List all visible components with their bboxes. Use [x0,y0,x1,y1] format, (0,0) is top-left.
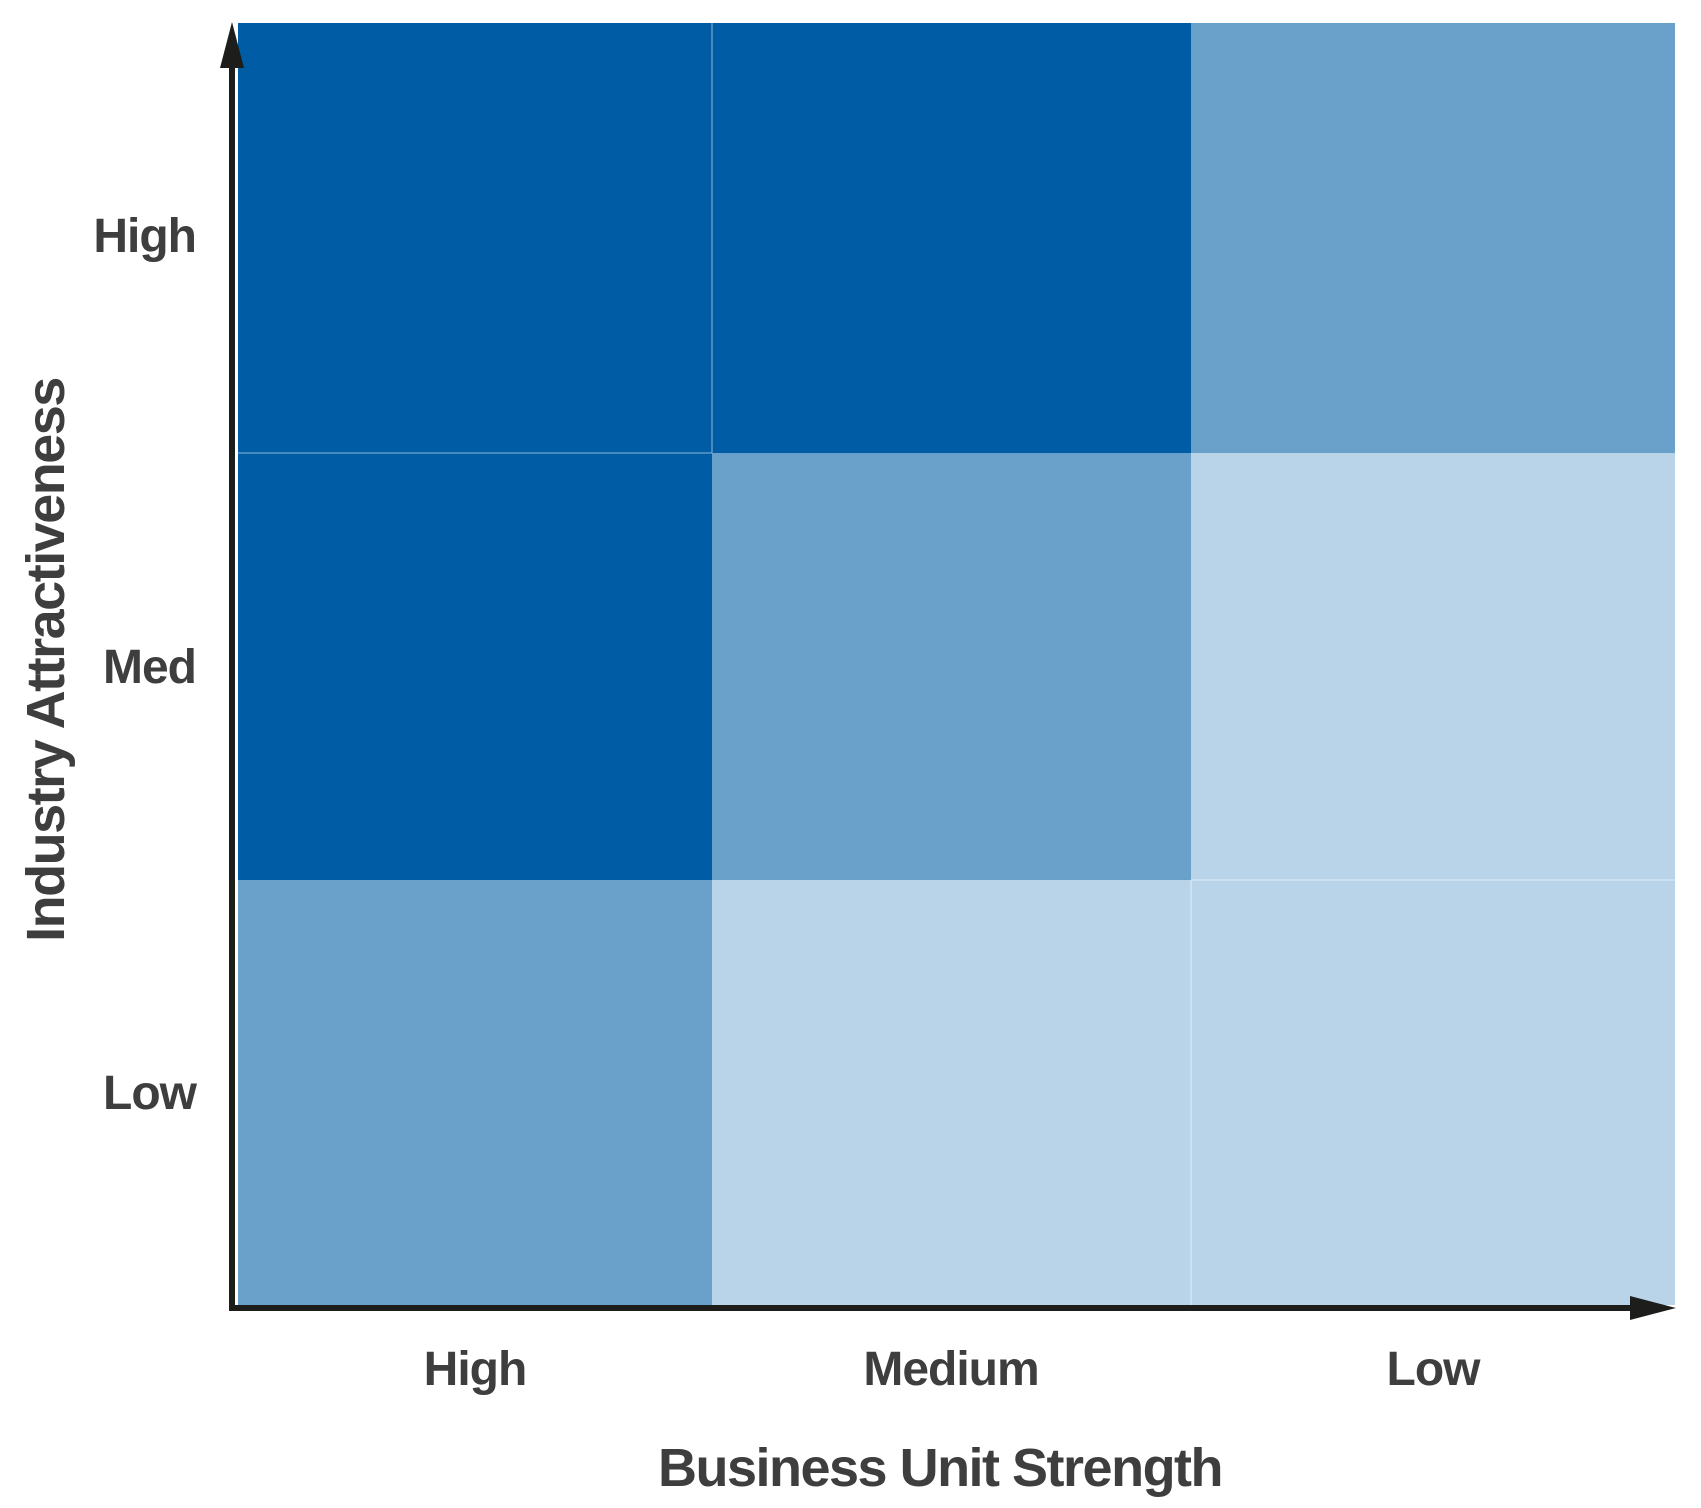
x-axis-title: Business Unit Strength [657,1438,1224,1498]
cell-divider [1190,880,1192,1305]
x-axis-arrow-icon [1630,1296,1676,1320]
cell-divider [1191,879,1675,881]
cell-divider [711,23,713,453]
y-tick-high: High [93,210,197,263]
x-axis-line [229,1305,1632,1311]
y-tick-low: Low [103,1067,197,1120]
cell-divider [238,452,712,454]
matrix-cell-med-high [238,453,712,880]
matrix-cell-low-low [1191,880,1675,1305]
matrix-grid [238,23,1675,1305]
matrix-cell-med-low [1191,453,1675,880]
y-tick-med: Med [103,641,197,694]
matrix-cell-high-low [1191,23,1675,453]
x-tick-high: High [423,1343,528,1396]
y-axis-arrow-icon [220,22,244,68]
matrix-cell-low-high [238,880,712,1305]
x-tick-low: Low [1386,1343,1481,1396]
matrix-cell-low-medium [712,880,1191,1305]
matrix-cell-high-high [238,23,712,453]
y-axis-line [229,45,235,1311]
matrix-cell-high-medium [712,23,1191,453]
matrix-cell-med-medium [712,453,1191,880]
x-tick-medium: Medium [863,1343,1039,1396]
